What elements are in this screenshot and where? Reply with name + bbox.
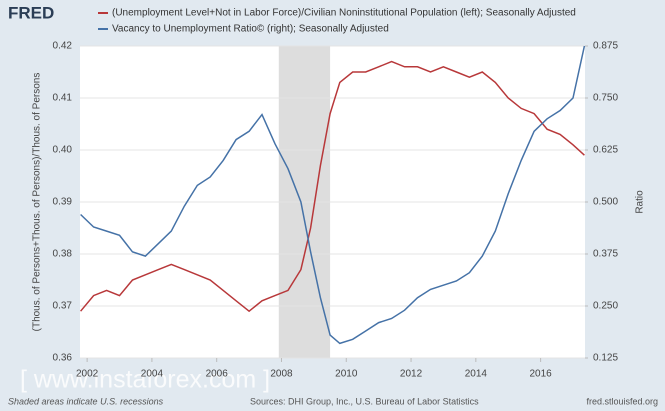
y-tick-label: 0.41: [53, 93, 73, 104]
x-tick-label: 2014: [465, 369, 488, 380]
x-tick-label: 2008: [270, 369, 293, 380]
legend-label: Vacancy to Unemployment Ratio© (right); …: [112, 24, 389, 35]
y2-tick-label: 0.125: [593, 353, 618, 364]
x-tick-label: 2012: [400, 369, 423, 380]
y-tick-label: 0.37: [53, 301, 73, 312]
footnote: Shaded areas indicate U.S. recessions: [8, 396, 164, 406]
y-axis-label: (Thous. of Persons+Thous. of Persons)/Th…: [32, 73, 43, 332]
y2-tick-label: 0.625: [593, 145, 618, 156]
x-tick-label: 2002: [76, 369, 99, 380]
x-tick-label: 2016: [529, 369, 552, 380]
x-tick-label: 2010: [335, 369, 358, 380]
y2-tick-label: 0.375: [593, 249, 618, 260]
y-tick-label: 0.40: [53, 145, 73, 156]
logo: FRED: [8, 3, 54, 22]
y-tick-label: 0.39: [53, 197, 73, 208]
source: Sources: DHI Group, Inc., U.S. Bureau of…: [250, 396, 479, 406]
series-line: [80, 45, 586, 345]
watermark: [ www.instaforex.com ]: [20, 366, 270, 394]
y2-axis-label: Ratio: [635, 190, 646, 214]
y2-tick-label: 0.750: [593, 93, 618, 104]
y2-tick-label: 0.500: [593, 197, 618, 208]
x-tick-label: 2006: [206, 369, 229, 380]
url: fred.stlouisfed.org: [586, 396, 658, 406]
y-tick-label: 0.36: [53, 353, 73, 364]
y2-tick-label: 0.250: [593, 301, 618, 312]
y2-tick-label: 0.875: [593, 41, 618, 52]
x-tick-label: 2004: [141, 369, 164, 380]
y-tick-label: 0.42: [53, 41, 73, 52]
y-tick-label: 0.38: [53, 249, 73, 260]
series-line: [80, 60, 585, 313]
legend-label: (Unemployment Level+Not in Labor Force)/…: [112, 8, 576, 19]
